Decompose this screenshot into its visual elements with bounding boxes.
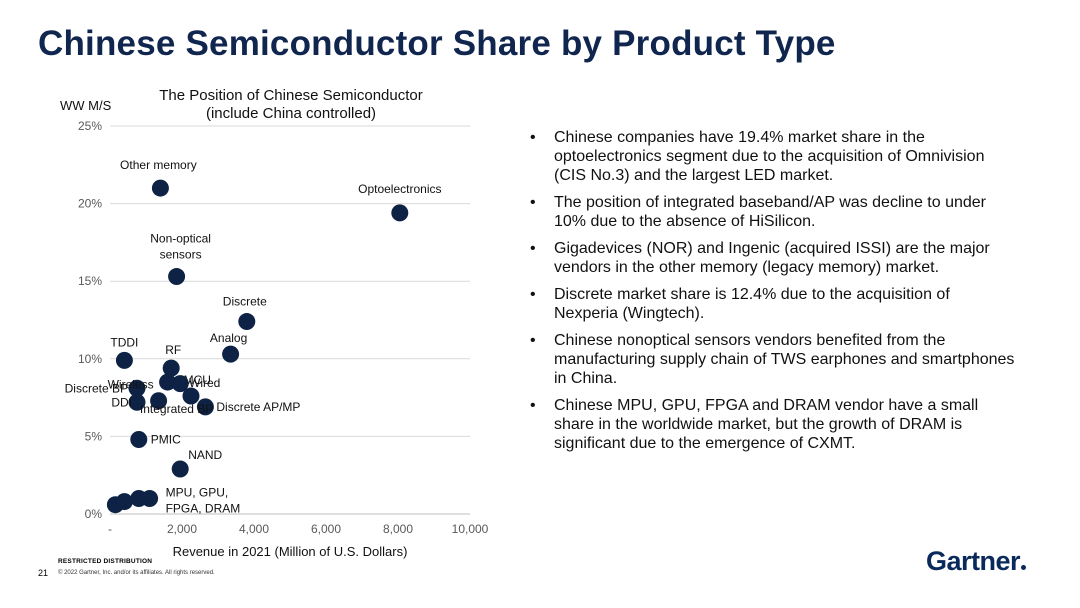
y-tick-label: 20%	[78, 197, 102, 211]
y-axis-label: WW M/S	[60, 98, 112, 113]
data-label: FPGA, DRAM	[166, 501, 241, 515]
data-label: Discrete	[223, 295, 267, 309]
data-point	[171, 460, 189, 478]
bullet-item: Chinese companies have 19.4% market shar…	[528, 128, 1018, 185]
y-tick-label: 10%	[78, 352, 102, 366]
x-tick-label: 10,000	[452, 522, 489, 536]
x-tick-label: -	[108, 522, 112, 536]
data-label: Discrete BP	[65, 381, 128, 395]
logo-text: Gartner	[926, 546, 1021, 576]
data-label: Integrated BP	[140, 402, 213, 416]
data-point	[128, 379, 146, 397]
y-tick-label: 25%	[78, 119, 102, 133]
chart-title-line: The Position of Chinese Semiconductor	[159, 87, 422, 104]
data-label: Optoelectronics	[358, 182, 441, 196]
x-tick-label: 8,000	[383, 522, 413, 536]
data-label: Analog	[210, 331, 247, 345]
y-tick-label: 5%	[85, 429, 103, 443]
data-label: Other memory	[120, 158, 197, 172]
data-point	[182, 387, 200, 405]
data-point	[150, 392, 168, 410]
data-label: Discrete AP/MP	[216, 400, 300, 414]
x-tick-label: 2,000	[167, 522, 197, 536]
x-axis-label: Revenue in 2021 (Million of U.S. Dollars…	[173, 544, 408, 559]
data-point	[171, 375, 189, 393]
data-point	[222, 345, 240, 363]
data-point	[128, 393, 146, 411]
copyright-notice: © 2022 Gartner, Inc. and/or its affiliat…	[58, 570, 215, 576]
data-label: PMIC	[151, 433, 181, 447]
data-label: NAND	[188, 448, 222, 462]
bullet-list: Chinese companies have 19.4% market shar…	[528, 128, 1018, 461]
logo-dot	[1021, 565, 1027, 570]
data-point	[130, 431, 148, 449]
bullet-item: Discrete market share is 12.4% due to th…	[528, 285, 1018, 323]
data-label: MPU, GPU,	[166, 485, 229, 499]
restricted-distribution-label: RESTRICTED DISTRIBUTION	[58, 558, 153, 565]
data-label: RF	[165, 343, 181, 357]
data-label: DDI	[111, 395, 132, 409]
chart-title-line: (include China controlled)	[206, 105, 376, 122]
bullet-item: Gigadevices (NOR) and Ingenic (acquired …	[528, 239, 1018, 277]
x-tick-label: 6,000	[311, 522, 341, 536]
gartner-logo: Gartner	[926, 546, 1027, 577]
x-tick-label: 4,000	[239, 522, 269, 536]
data-label: MCU	[184, 373, 211, 387]
bullet-item: Chinese nonoptical sensors vendors benef…	[528, 331, 1018, 388]
data-point	[391, 204, 409, 222]
data-point	[159, 373, 177, 391]
data-point	[196, 398, 214, 416]
bullet-item: The position of integrated baseband/AP w…	[528, 193, 1018, 231]
y-tick-label: 15%	[78, 274, 102, 288]
data-label: Wired	[189, 376, 220, 390]
slide-title: Chinese Semiconductor Share by Product T…	[38, 24, 836, 63]
data-label: sensors	[160, 248, 202, 262]
data-point	[151, 179, 169, 197]
data-label: Wireless	[108, 378, 154, 392]
bullet-item: Chinese MPU, GPU, FPGA and DRAM vendor h…	[528, 396, 1018, 453]
data-label: Non-optical	[150, 232, 211, 246]
data-point	[238, 313, 256, 331]
data-point	[141, 489, 159, 507]
data-point	[168, 268, 186, 286]
data-label: TDDI	[110, 335, 138, 349]
data-point	[115, 351, 133, 369]
data-point	[162, 359, 180, 377]
data-point	[115, 493, 133, 511]
y-tick-label: 0%	[85, 507, 103, 521]
scatter-chart: 0% 5% 10% 15% 20% 25% - 2,000 4,000 6,000 8,000 10,…	[60, 87, 489, 559]
page-number: 21	[38, 568, 49, 578]
